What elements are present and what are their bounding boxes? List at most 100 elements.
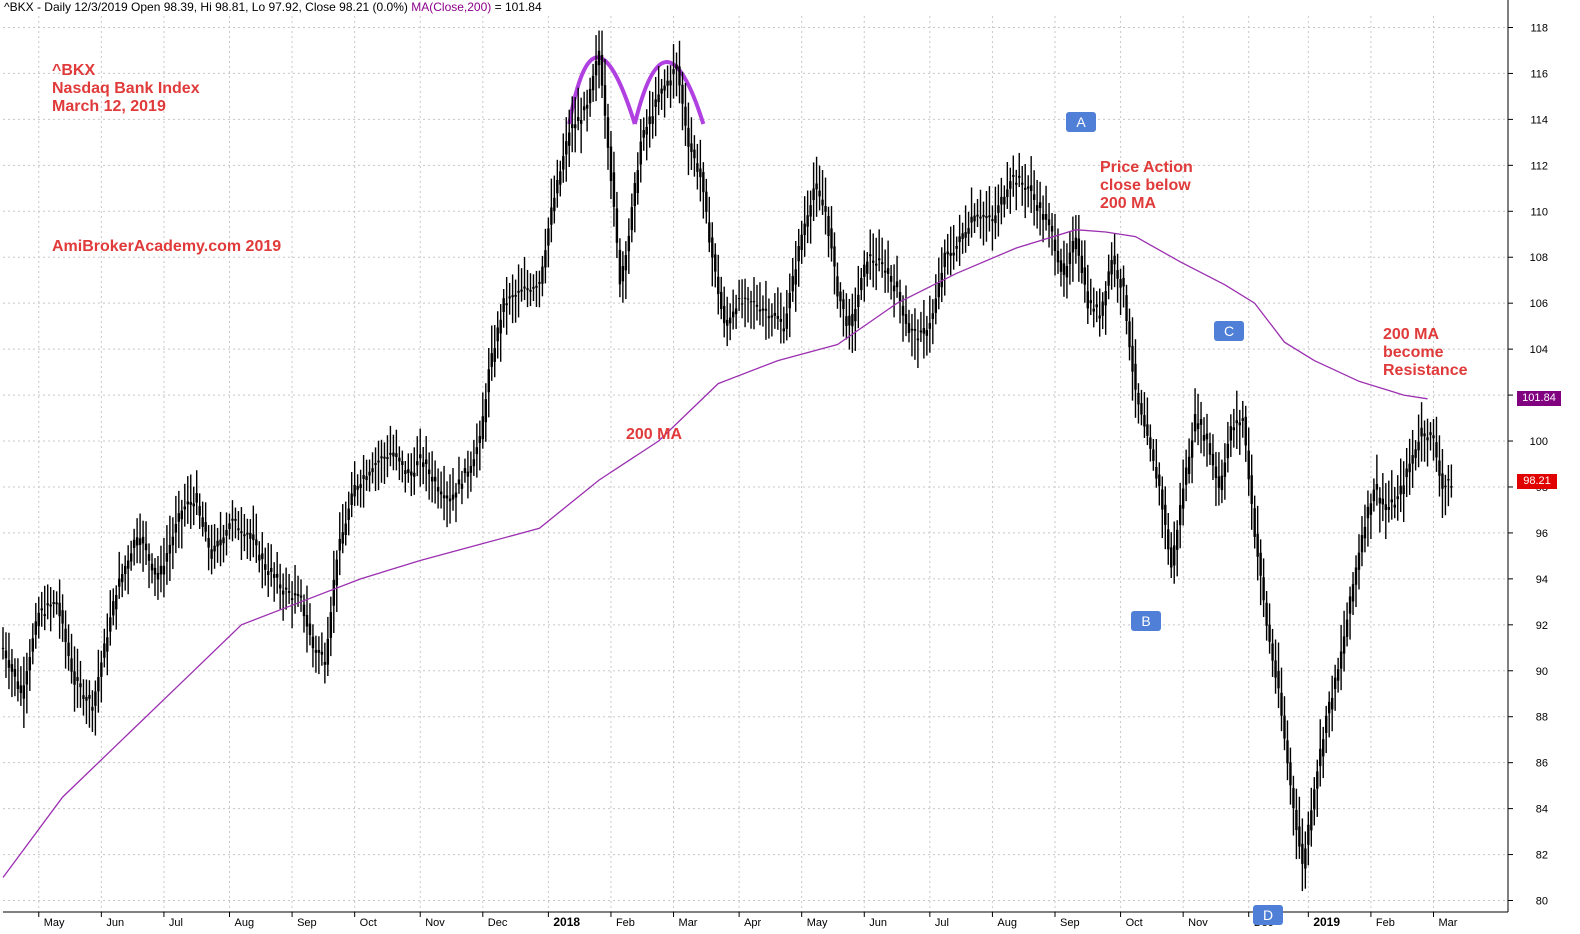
price-body <box>1292 788 1295 809</box>
marker-b: B <box>1131 611 1161 631</box>
price-body <box>180 510 184 520</box>
price-body <box>258 554 261 561</box>
price-body <box>723 305 726 324</box>
price-body <box>413 472 416 477</box>
price-body <box>818 190 821 197</box>
price-body <box>860 277 863 291</box>
price-body <box>1319 748 1322 767</box>
price-body <box>317 649 321 653</box>
price-body <box>883 270 887 273</box>
price-body <box>31 638 35 652</box>
price-body <box>568 132 571 146</box>
price-body <box>350 493 353 505</box>
price-body <box>344 523 347 536</box>
price-body <box>770 315 774 318</box>
x-tick-label: Aug <box>234 917 254 929</box>
price-body <box>177 513 181 522</box>
price-body <box>773 312 777 316</box>
price-body <box>901 305 905 316</box>
price-body <box>1196 423 1200 430</box>
price-body <box>475 447 479 455</box>
price-body <box>129 553 133 562</box>
price-body <box>898 292 902 302</box>
price-body <box>61 610 64 624</box>
price-body <box>359 484 362 489</box>
price-body <box>523 286 526 289</box>
price-body <box>1074 237 1078 250</box>
price-body <box>728 317 732 324</box>
price-body <box>463 468 467 474</box>
chart-series <box>1 30 1453 892</box>
price-body <box>734 308 738 315</box>
price-body <box>535 285 538 288</box>
price-body <box>192 503 195 507</box>
price-body <box>448 498 452 502</box>
price-body <box>821 199 824 206</box>
price-body <box>1009 181 1012 189</box>
price-body <box>1024 187 1027 190</box>
price-body <box>603 85 607 116</box>
header-symbol-text: ^BKX - Daily 12/3/2019 Open 98.39, Hi 98… <box>4 0 408 14</box>
y-tick-label: 90 <box>1536 666 1548 678</box>
price-body <box>779 318 783 322</box>
price-body <box>755 304 759 307</box>
price-body <box>725 319 729 326</box>
price-body <box>505 303 508 306</box>
price-body <box>1122 277 1125 287</box>
price-body <box>612 172 616 207</box>
price-body <box>326 638 330 665</box>
price-body <box>538 281 541 284</box>
price-body <box>156 572 160 580</box>
price-body <box>1053 239 1057 252</box>
price-body <box>347 508 350 520</box>
price-body <box>1357 552 1361 570</box>
price-body <box>198 506 201 516</box>
price-body <box>1438 460 1441 476</box>
price-body <box>708 222 711 243</box>
price-body <box>1286 740 1289 764</box>
price-body <box>1390 499 1393 503</box>
price-body <box>28 656 32 671</box>
price-body <box>937 282 940 298</box>
x-tick-label: Nov <box>425 917 445 929</box>
price-body <box>499 319 502 334</box>
price-body <box>827 215 830 237</box>
price-body <box>1274 660 1277 678</box>
price-body <box>1089 300 1092 304</box>
price-body <box>660 88 663 94</box>
price-body <box>1143 415 1146 427</box>
price-body <box>1006 189 1009 198</box>
price-body <box>1232 427 1236 431</box>
price-body <box>919 330 923 333</box>
price-body <box>678 66 681 86</box>
price-body <box>1101 301 1104 316</box>
price-body <box>1381 498 1385 505</box>
price-body <box>913 329 917 331</box>
annotation-site: AmiBrokerAcademy.com 2019 <box>52 238 282 255</box>
price-body <box>645 126 648 135</box>
price-body <box>657 94 660 103</box>
price-body <box>323 661 327 665</box>
price-body <box>618 249 622 285</box>
price-body <box>1 647 5 649</box>
price-body <box>353 484 356 497</box>
price-body <box>1298 826 1301 847</box>
price-body <box>749 301 753 303</box>
y-tick-label: 106 <box>1530 298 1548 310</box>
price-body <box>943 252 946 268</box>
price-body <box>419 454 422 459</box>
price-body <box>508 296 511 299</box>
price-body <box>1271 643 1274 661</box>
y-tick-label: 104 <box>1530 344 1548 356</box>
price-body <box>293 593 297 596</box>
price-body <box>329 612 333 638</box>
price-body <box>1348 596 1352 614</box>
price-body <box>743 297 747 299</box>
price-body <box>207 537 210 548</box>
price-body <box>1071 240 1075 253</box>
x-tick-label: 2018 <box>553 915 580 929</box>
price-body <box>1432 435 1435 439</box>
price-body <box>424 459 428 465</box>
price-body <box>371 468 374 473</box>
price-body <box>1077 238 1081 256</box>
